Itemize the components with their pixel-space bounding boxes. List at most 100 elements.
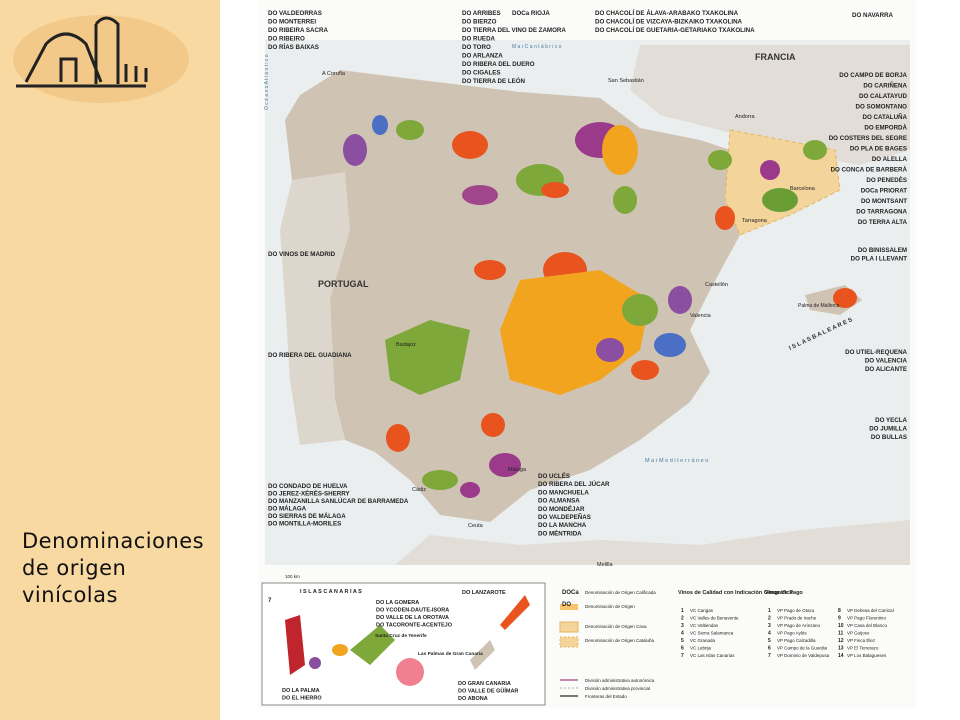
swatch xyxy=(559,621,579,633)
map-label: DO LANZAROTE xyxy=(462,590,506,596)
legend-number: 14 xyxy=(838,653,844,659)
map-label: DO VINOS DE MADRID xyxy=(268,251,336,258)
map-label: DO PLA I LLEVANT xyxy=(851,256,908,263)
legend-text: VP Pago de Arínzano xyxy=(777,623,820,628)
region xyxy=(396,120,424,140)
legend-text: Denominación de Origen xyxy=(585,604,635,609)
africa xyxy=(395,520,910,565)
region xyxy=(622,294,658,326)
region xyxy=(481,413,505,437)
map-label: DO SIERRAS DE MÁLAGA xyxy=(268,513,346,520)
map-label: DO RIBERA DEL DUERO xyxy=(462,61,535,68)
map-label: DO CIGALES xyxy=(462,70,501,77)
map-label: DO SOMONTANO xyxy=(856,104,908,111)
region xyxy=(668,286,692,314)
swatch xyxy=(560,604,578,610)
legend-text: VC Sierra Salamanca xyxy=(690,631,734,636)
region xyxy=(631,360,659,380)
map-label: DO VALDEORRAS xyxy=(268,10,322,17)
map-label: 7 xyxy=(268,598,272,604)
title-line: de origen xyxy=(22,556,127,580)
region xyxy=(654,333,686,357)
island xyxy=(350,625,395,665)
place-label: Palma de Mallorca xyxy=(798,303,840,309)
legend-text: VP Campo de la Guardia xyxy=(777,646,827,651)
legend-text: Denominación de Origen Calificada xyxy=(585,590,656,595)
place-label: Valencia xyxy=(690,313,712,319)
place-label: FRANCIA xyxy=(755,52,796,62)
map-label: DOCa RIOJA xyxy=(512,10,550,17)
map-label: DO BINISSALEM xyxy=(858,247,907,254)
map-label: DO CARIÑENA xyxy=(863,83,907,90)
place-label: Barcelona xyxy=(790,186,816,192)
legend-number: 4 xyxy=(768,631,771,637)
map-label: DO TACORONTE-ACENTEJO xyxy=(376,623,453,629)
map-label: I S L A S C A N A R I A S xyxy=(300,589,362,595)
logo xyxy=(13,15,189,103)
legend-text: División administrativa autonómica xyxy=(585,678,655,683)
legend-text: VP Pago Calzadilla xyxy=(777,638,816,643)
legend-number: 8 xyxy=(838,608,841,614)
map-label: DO ARRIBES xyxy=(462,10,501,17)
legend-text: VP Los Balagueses xyxy=(847,653,887,658)
map-label: DO BULLAS xyxy=(871,434,907,441)
map-label: DO RIBERA DEL JÚCAR xyxy=(538,481,610,488)
legend-code: DOCa xyxy=(562,590,579,596)
map-label: DO TIERRA DEL VINO DE ZAMORA xyxy=(462,27,566,34)
map-label: DO VALLE DE LA OROTAVA xyxy=(376,615,449,621)
place-label: M a r C a n t á b r i c o xyxy=(512,44,562,50)
map-label: DO PLA DE BAGES xyxy=(850,146,907,153)
legend-number: 2 xyxy=(681,616,684,622)
france xyxy=(630,45,910,165)
map-label: DO YCODEN-DAUTE-ISORA xyxy=(376,608,449,614)
map-label: DO MANZANILLA SANLÚCAR DE BARRAMEDA xyxy=(268,498,409,505)
place-label: O c é a n o A t l á n t i c o xyxy=(264,54,270,110)
map-label: DO RÍAS BAIXAS xyxy=(268,43,319,51)
region xyxy=(500,270,650,395)
island xyxy=(470,640,495,670)
map-label: DO TERRA ALTA xyxy=(858,219,908,226)
legend-code: DO xyxy=(562,602,571,608)
map-label: DOCa PRIORAT xyxy=(861,188,908,195)
region xyxy=(602,125,638,175)
region xyxy=(462,185,498,205)
swatch xyxy=(559,636,579,648)
legend-number: 5 xyxy=(681,638,684,644)
legend-text: VP Dehesa del Carrizal xyxy=(847,608,894,613)
map-label: DO CATALUÑA xyxy=(863,114,908,121)
legend-text: VC Lebrija xyxy=(690,646,712,651)
legend-heading: Vinos de Pago xyxy=(765,590,803,596)
legend-text: VC Granada xyxy=(690,638,716,643)
map-label: DO ABONA xyxy=(458,696,488,702)
island xyxy=(396,658,424,686)
map-label: DO MONTILLA-MORILES xyxy=(268,521,341,528)
place-label: Ceuta xyxy=(468,523,484,529)
map-label: DO TARRAGONA xyxy=(856,209,907,216)
legend-number: 3 xyxy=(768,623,771,629)
legend-swatches xyxy=(559,604,579,697)
map-label: DO GRAN CANARIA xyxy=(458,681,511,687)
map-label: DO RIBERA DEL GUADIANA xyxy=(268,352,352,359)
place-label: Tarragona xyxy=(742,218,768,224)
map-label: DO TORO xyxy=(462,44,491,51)
map-label: Santa Cruz de Tenerife xyxy=(375,633,427,639)
map-label: DO JUMILLA xyxy=(869,426,907,433)
legend-text: VP Finca Élez xyxy=(847,637,876,643)
map-label: DO PENEDÈS xyxy=(866,176,907,184)
legend-text: VC Valles de Benavente xyxy=(690,616,739,621)
map-label: DO JEREZ-XÉRÈS-SHERRY xyxy=(268,490,350,498)
legend-number: 6 xyxy=(681,646,684,652)
map-label: DO VALLE DE GÜÍMAR xyxy=(458,687,518,695)
place-label: A Coruña xyxy=(322,71,346,77)
legend-text: VP El Terrerazo xyxy=(847,646,879,651)
map-label: DO MÉNTRIDA xyxy=(538,529,582,537)
map-label: DO TIERRA DE LEÓN xyxy=(462,77,526,85)
legend-text: División administrativa provincial xyxy=(585,686,650,691)
region xyxy=(613,186,637,214)
map-label: DO EL HIERRO xyxy=(282,696,322,702)
legend-number: 1 xyxy=(681,608,684,614)
map-label: DO ALMANSA xyxy=(538,498,580,505)
region xyxy=(474,260,506,280)
map-label: DO MÁLAGA xyxy=(268,506,307,513)
